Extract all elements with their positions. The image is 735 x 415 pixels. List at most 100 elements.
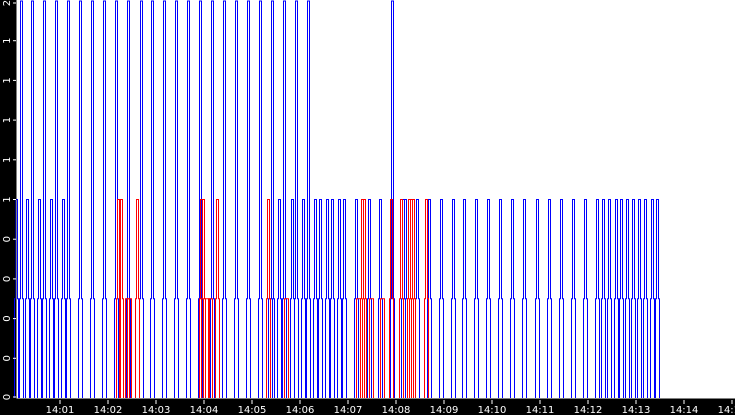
y-tick-label: 1 bbox=[2, 196, 13, 202]
pulse-mark-series-1-3 bbox=[127, 298, 132, 398]
pulse-mark-series-0-54 bbox=[510, 199, 515, 398]
x-tick-label: 14:01 bbox=[46, 405, 75, 415]
pulse-mark-series-0-1 bbox=[19, 0, 24, 398]
pulse-mark-series-0-11 bbox=[90, 0, 95, 398]
pulse-mark-series-0-56 bbox=[535, 199, 540, 398]
pulse-mark-series-0-57 bbox=[547, 199, 552, 398]
pulse-mark-series-0-55 bbox=[522, 199, 527, 398]
pulse-mark-series-0-33 bbox=[306, 0, 311, 398]
y-tick-label: 1 bbox=[2, 117, 13, 123]
pulse-mark-series-0-35 bbox=[318, 199, 323, 398]
pulse-mark-series-1-10 bbox=[266, 199, 271, 398]
pulse-mark-series-0-7 bbox=[54, 0, 59, 398]
pulse-mark-series-1-4 bbox=[135, 199, 140, 398]
x-tick-label: 14:09 bbox=[430, 405, 459, 415]
pulse-mark-series-1-18 bbox=[399, 199, 404, 398]
pulse-mark-series-0-10 bbox=[78, 0, 83, 398]
pulse-mark-series-0-28 bbox=[277, 199, 282, 398]
pulse-mark-series-0-31 bbox=[294, 0, 299, 398]
pulse-mark-series-0-16 bbox=[150, 0, 155, 398]
x-tick-label: 14:15 bbox=[718, 405, 735, 415]
pulse-mark-series-0-36 bbox=[325, 199, 330, 398]
pulse-mark-series-0-69 bbox=[643, 199, 648, 398]
pulse-mark-series-0-39 bbox=[342, 199, 347, 398]
x-tick-label: 14:11 bbox=[526, 405, 555, 415]
pulse-mark-series-0-51 bbox=[474, 199, 479, 398]
pulse-mark-series-0-65 bbox=[619, 199, 624, 398]
pulse-mark-series-0-32 bbox=[301, 199, 306, 398]
y-tick-label: 1 bbox=[2, 77, 13, 83]
pulse-mark-series-0-2 bbox=[25, 199, 30, 398]
pulse-mark-series-0-53 bbox=[498, 199, 503, 398]
pulse-mark-series-0-48 bbox=[439, 199, 444, 398]
pulse-mark-series-0-8 bbox=[61, 199, 66, 398]
pulse-mark-series-0-38 bbox=[337, 199, 342, 398]
pulse-mark-series-0-3 bbox=[30, 0, 35, 398]
y-tick-label: 0 bbox=[2, 236, 13, 242]
pulse-mark-series-0-25 bbox=[258, 0, 263, 398]
pulse-mark-series-1-9 bbox=[215, 199, 220, 398]
x-tick-label: 14:10 bbox=[478, 405, 507, 415]
x-tick-label: 14:02 bbox=[94, 405, 123, 415]
y-tick-label: 0 bbox=[2, 276, 13, 282]
pulse-mark-series-0-24 bbox=[246, 0, 251, 398]
pulse-mark-series-1-5 bbox=[199, 199, 204, 398]
pulse-mark-series-1-20 bbox=[409, 199, 414, 398]
pulse-mark-series-1-14 bbox=[362, 199, 367, 398]
y-tick-label: 1 bbox=[2, 157, 13, 163]
pulse-mark-series-1-11 bbox=[284, 298, 289, 398]
x-tick-label: 14:13 bbox=[622, 405, 651, 415]
pulse-mark-series-0-59 bbox=[571, 199, 576, 398]
pulse-mark-series-0-23 bbox=[234, 0, 239, 398]
pulse-mark-series-0-9 bbox=[66, 0, 71, 398]
pulse-mark-series-0-4 bbox=[37, 199, 42, 398]
pulse-mark-series-0-37 bbox=[330, 199, 335, 398]
x-tick-label: 14:07 bbox=[334, 405, 363, 415]
pulse-mark-series-0-68 bbox=[637, 199, 642, 398]
pulse-mark-series-0-12 bbox=[102, 0, 107, 398]
x-tick-label: 14:14 bbox=[670, 405, 699, 415]
pulse-mark-series-0-13 bbox=[114, 0, 119, 398]
pulse-mark-series-0-52 bbox=[486, 199, 491, 398]
pulse-mark-series-0-6 bbox=[49, 199, 54, 398]
pulse-mark-series-0-50 bbox=[462, 199, 467, 398]
pulse-mark-series-0-58 bbox=[559, 199, 564, 398]
pulse-mark-series-1-17 bbox=[389, 199, 394, 398]
pulse-mark-series-1-13 bbox=[360, 199, 365, 398]
x-tick-label: 14:08 bbox=[382, 405, 411, 415]
pulse-mark-series-1-22 bbox=[424, 199, 429, 398]
pulse-mark-series-0-62 bbox=[601, 199, 606, 398]
pulse-mark-series-0-61 bbox=[595, 199, 600, 398]
pulse-mark-series-0-44 bbox=[401, 199, 406, 398]
y-tick-label: 1 bbox=[2, 38, 13, 44]
pulse-mark-series-1-15 bbox=[369, 298, 374, 398]
x-tick-label: 14:12 bbox=[574, 405, 603, 415]
pulse-mark-series-1-7 bbox=[205, 298, 210, 398]
pulse-mark-series-0-22 bbox=[222, 0, 227, 398]
pulse-mark-series-0-70 bbox=[650, 199, 655, 398]
x-tick-label: 14:05 bbox=[238, 405, 267, 415]
pulse-mark-series-1-16 bbox=[380, 298, 385, 398]
pulse-mark-series-1-21 bbox=[411, 199, 416, 398]
pulse-mark-series-0-71 bbox=[655, 199, 660, 398]
pulse-mark-series-0-63 bbox=[607, 199, 612, 398]
pulse-mark-series-0-64 bbox=[614, 199, 619, 398]
y-tick-label: 0 bbox=[2, 355, 13, 361]
x-tick-label: 14:03 bbox=[142, 405, 171, 415]
pulse-mark-series-0-67 bbox=[631, 199, 636, 398]
x-tick-label: 14:06 bbox=[286, 405, 315, 415]
pulse-mark-series-1-8 bbox=[208, 298, 213, 398]
pulse-mark-series-0-17 bbox=[162, 0, 167, 398]
pulse-mark-series-0-34 bbox=[313, 199, 318, 398]
pulse-mark-series-0-19 bbox=[186, 0, 191, 398]
pulse-mark-series-0-60 bbox=[583, 199, 588, 398]
pulse-mark-series-1-1 bbox=[119, 199, 124, 398]
pulse-mark-series-0-18 bbox=[174, 0, 179, 398]
pulse-mark-series-0-49 bbox=[451, 199, 456, 398]
y-tick-label: 2 bbox=[2, 0, 13, 6]
y-tick-label: 0 bbox=[2, 394, 13, 400]
pulse-mark-series-0-66 bbox=[625, 199, 630, 398]
y-tick-label: 0 bbox=[2, 315, 13, 321]
